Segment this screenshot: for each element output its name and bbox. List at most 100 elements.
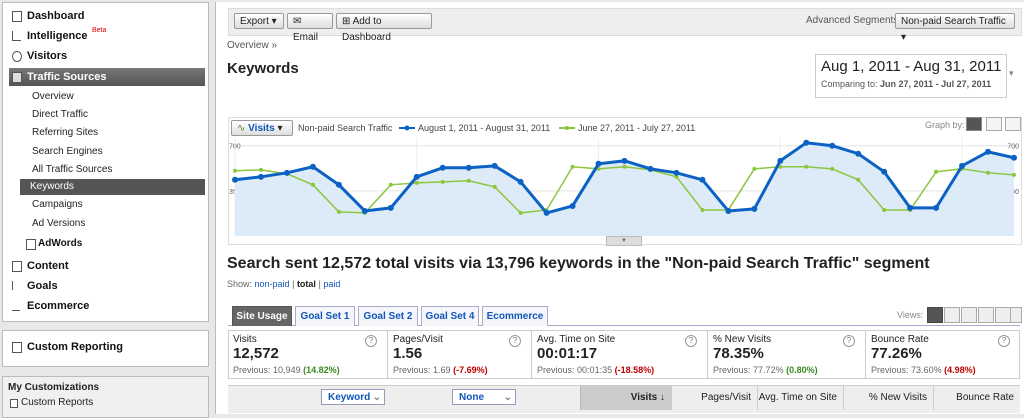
nav-item[interactable]: Goals xyxy=(27,280,58,292)
previous-value: 77.72% xyxy=(753,365,784,375)
metric-previous: Previous: 77.72% (0.80%) xyxy=(713,365,818,375)
data-point xyxy=(673,169,680,176)
subnav-item[interactable]: Campaigns xyxy=(32,199,83,210)
metric-previous: Previous: 1.69 (-7.69%) xyxy=(393,365,488,375)
data-point xyxy=(336,209,341,214)
view-table[interactable] xyxy=(927,307,943,323)
previous-value: 00:01:35 xyxy=(577,365,613,375)
metric-dropdown[interactable]: ∿ Visits ▾ xyxy=(231,120,293,136)
view-pie[interactable] xyxy=(944,307,960,323)
subnav-item[interactable]: Keywords xyxy=(30,181,74,192)
data-point xyxy=(674,174,679,179)
data-point xyxy=(804,164,809,169)
help-icon: ? xyxy=(509,335,521,347)
column-header[interactable]: % New Visits xyxy=(844,386,934,410)
export-button[interactable]: Export ▾ xyxy=(234,13,284,29)
icon: ∿ xyxy=(237,123,246,134)
breadcrumb[interactable]: Overview » xyxy=(227,40,278,51)
data-point xyxy=(830,166,835,171)
subnav-item[interactable]: Search Engines xyxy=(32,146,103,157)
metrics-row xyxy=(228,330,1020,379)
sidebar-nav xyxy=(2,2,209,322)
nav-item[interactable]: Visitors xyxy=(27,50,68,62)
change: (0.80%) xyxy=(786,365,818,375)
view-compare[interactable] xyxy=(978,307,994,323)
nav-item[interactable]: Custom Reports xyxy=(21,397,94,408)
column-header[interactable]: Avg. Time on Site xyxy=(758,386,844,410)
data-point xyxy=(388,182,393,187)
subnav-item[interactable]: Overview xyxy=(32,91,74,102)
metric-value: 12,572 xyxy=(233,345,279,362)
previous-label: Previous: xyxy=(233,365,271,375)
data-point xyxy=(570,164,575,169)
segment-dropdown[interactable]: Non-paid Search Traffic ▾ xyxy=(895,13,1015,43)
dimension-dropdown[interactable]: Keyword ⌄ xyxy=(321,389,385,405)
column-header[interactable]: Pages/Visit xyxy=(672,386,758,410)
help-icon: ? xyxy=(998,335,1010,347)
nav-item[interactable]: Traffic Sources xyxy=(27,71,107,83)
chart-segment: Non-paid Search Traffic xyxy=(298,123,393,133)
previous-value: 10,949 xyxy=(273,365,301,375)
data-point xyxy=(1011,154,1017,161)
data-point xyxy=(465,164,472,171)
tab[interactable]: Ecommerce xyxy=(482,306,548,326)
legend-swatch xyxy=(559,126,575,130)
column-header[interactable]: Bounce Rate xyxy=(956,392,1014,403)
dropdown-arrow[interactable]: ▾ xyxy=(1009,68,1014,78)
nav-item[interactable]: Ecommerce xyxy=(27,300,90,312)
tab[interactable]: Goal Set 2 xyxy=(358,306,418,326)
view-trend[interactable] xyxy=(1010,307,1022,323)
chart-collapse[interactable]: ▼ xyxy=(606,236,642,246)
nav-item[interactable]: Dashboard xyxy=(27,10,85,22)
graph-by-week[interactable] xyxy=(986,117,1002,131)
button-label: Export xyxy=(240,16,269,27)
icon xyxy=(12,261,22,272)
date-picker[interactable] xyxy=(815,54,1007,98)
nav-item[interactable]: Intelligence xyxy=(27,30,88,42)
metric-value: 1.56 xyxy=(393,345,423,362)
date-range: Aug 1, 2011 - Aug 31, 2011 xyxy=(821,58,1002,75)
tab[interactable]: Goal Set 4 xyxy=(421,306,479,326)
tab[interactable]: Site Usage xyxy=(232,306,292,326)
secondary-dropdown[interactable]: None ⌄ xyxy=(452,389,516,405)
graph-by-day[interactable] xyxy=(966,117,982,131)
view-pivot[interactable] xyxy=(995,307,1011,323)
show-option[interactable]: non-paid xyxy=(254,279,290,289)
data-point xyxy=(257,173,264,180)
metric-previous: Previous: 10,949 (14.82%) xyxy=(233,365,340,375)
data-point xyxy=(491,162,498,169)
metric-value: 00:01:17 xyxy=(537,345,598,362)
nav-item[interactable]: AdWords xyxy=(38,238,83,249)
nav-item[interactable]: Custom Reporting xyxy=(27,341,123,353)
subnav-item[interactable]: Ad Versions xyxy=(32,218,86,229)
icon xyxy=(10,399,18,408)
data-point xyxy=(829,142,836,149)
data-point xyxy=(855,150,862,157)
nav-highlight xyxy=(9,68,205,86)
data-point xyxy=(413,173,420,180)
graph-by-month[interactable] xyxy=(1005,117,1021,131)
dashboard-button[interactable]: ⊞ Add to Dashboard xyxy=(336,13,432,43)
icon xyxy=(12,342,22,353)
subnav-item[interactable]: All Traffic Sources xyxy=(32,164,113,175)
view-bar[interactable] xyxy=(961,307,977,323)
data-point xyxy=(569,202,576,209)
tab[interactable]: Goal Set 1 xyxy=(295,306,355,326)
data-point xyxy=(699,176,706,183)
nav-item[interactable]: Content xyxy=(27,260,69,272)
show-option[interactable]: paid xyxy=(323,279,341,289)
data-point xyxy=(751,205,758,212)
data-point xyxy=(543,209,550,216)
legend-label: June 27, 2011 - July 27, 2011 xyxy=(578,123,696,133)
data-point xyxy=(309,163,316,170)
subnav-item[interactable]: Referring Sites xyxy=(32,127,99,138)
subnav-item[interactable]: Direct Traffic xyxy=(32,109,88,120)
metric-label: Avg. Time on Site xyxy=(537,334,616,345)
email-button[interactable]: ✉ Email xyxy=(287,13,333,43)
change: (14.82%) xyxy=(303,365,340,375)
show-option[interactable]: total xyxy=(296,279,316,289)
column-header[interactable]: Visits ↓ xyxy=(580,386,672,410)
page-title: Keywords xyxy=(227,60,299,77)
